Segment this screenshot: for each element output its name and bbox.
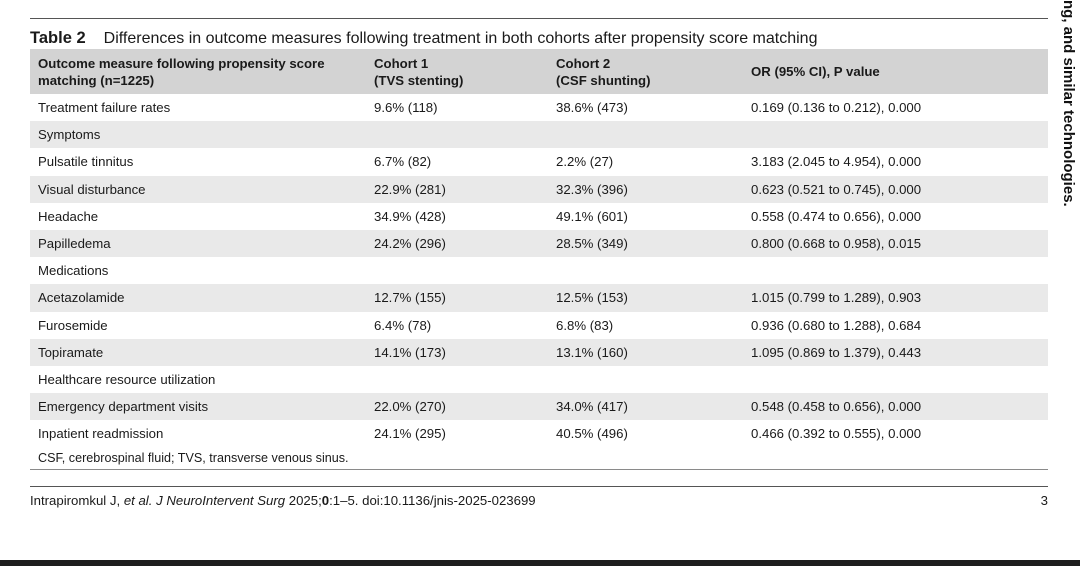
column-header-line: Outcome measure following propensity sco… <box>38 55 325 71</box>
side-margin-text: ng, and similar technologies. <box>1060 0 1077 280</box>
table-row: Furosemide 6.4% (78) 6.8% (83) 0.936 (0.680… <box>30 311 1048 339</box>
table-footnote: CSF, cerebrospinal fluid; TVS, transvers… <box>30 447 1048 471</box>
table-cell: 9.6% (118) <box>374 100 438 116</box>
page-footer: Intrapiromkul J, et al. J NeuroIntervent… <box>30 486 1048 508</box>
table-cell: 24.1% (295) <box>374 426 446 442</box>
table-cell: 1.015 (0.799 to 1.289), 0.903 <box>751 290 922 306</box>
column-header-line: (CSF shunting) <box>556 72 651 88</box>
table-cell: 22.0% (270) <box>374 399 446 415</box>
table-cell: Papilledema <box>38 236 111 252</box>
table-cell: 12.5% (153) <box>556 290 628 306</box>
table-cell: 0.466 (0.392 to 0.555), 0.000 <box>751 426 922 442</box>
table-cell: 28.5% (349) <box>556 236 628 252</box>
table-row: Emergency department visits 22.0% (270) 34… <box>30 393 1048 421</box>
table-row: Symptoms <box>30 121 1048 149</box>
table-cell <box>743 121 1048 148</box>
header-row: Outcome measure following propensity sco… <box>30 49 1048 94</box>
table-row: Healthcare resource utilization <box>30 365 1048 394</box>
table-title: Differences in outcome measures followin… <box>103 30 818 47</box>
citation-year: 2025; <box>285 493 322 508</box>
table-cell: 38.6% (473) <box>556 100 628 116</box>
table-cell: 14.1% (173) <box>374 344 446 360</box>
table-cell: 6.7% (82) <box>374 154 432 170</box>
table-row: Headache 34.9% (428) 49.1% (601) 0.558 (0.4… <box>30 202 1048 230</box>
table-row: Inpatient readmission 24.1% (295) 40.5% (4… <box>30 420 1048 448</box>
column-header-3: Cohort 2 (CSF shunting) <box>548 49 743 94</box>
table-row: Treatment failure rates 9.6% (118) 38.6% (… <box>30 94 1048 122</box>
table-body: Treatment failure rates 9.6% (118) 38.6% (… <box>30 94 1048 448</box>
table-row: Pulsatile tinnitus 6.7% (82) 2.2% (27) 3.18… <box>30 148 1048 176</box>
table-cell: 32.3% (396) <box>556 181 628 197</box>
table-cell: Pulsatile tinnitus <box>38 154 134 170</box>
column-header-4: OR (95% CI), P value <box>743 49 1048 94</box>
table-cell: 12.7% (155) <box>374 290 446 306</box>
table-cell: 34.0% (417) <box>556 399 628 415</box>
table-cell: Visual disturbance <box>38 181 146 197</box>
page-number: 3 <box>1040 493 1048 508</box>
table-top-rule <box>30 18 1048 19</box>
table-cell: 0.169 (0.136 to 0.212), 0.000 <box>751 100 922 116</box>
column-header-line: matching (n=1225) <box>38 72 155 88</box>
column-header-line: Cohort 1 <box>374 55 429 71</box>
table-cell: Furosemide <box>38 317 108 333</box>
table-cell <box>548 121 743 148</box>
table-cell: 6.4% (78) <box>374 317 432 333</box>
table-cell: Acetazolamide <box>38 290 125 306</box>
outcome-table: Outcome measure following propensity sco… <box>30 49 1048 471</box>
table-cell: 0.800 (0.668 to 0.958), 0.015 <box>751 236 922 252</box>
column-header-line: Cohort 2 <box>556 55 611 71</box>
table-cell: Medications <box>38 263 109 279</box>
table-cell: 34.9% (428) <box>374 208 446 224</box>
column-header-1: Outcome measure following propensity sco… <box>30 49 366 94</box>
table-cell: Healthcare resource utilization <box>38 371 216 387</box>
table-cell: Treatment failure rates <box>38 100 171 116</box>
table-cell: 3.183 (2.045 to 4.954), 0.000 <box>751 154 922 170</box>
table-caption: Table 2 Differences in outcome measures f… <box>30 19 1048 49</box>
table-cell: 49.1% (601) <box>556 208 628 224</box>
table-row: Medications <box>30 257 1048 285</box>
table-cell: Headache <box>38 208 99 224</box>
table-header: Outcome measure following propensity sco… <box>30 49 1048 94</box>
side-margin-label: ng, and similar technologies. <box>1060 0 1077 207</box>
table-cell: 40.5% (496) <box>556 426 628 442</box>
table-row: Papilledema 24.2% (296) 28.5% (349) 0.800 (… <box>30 229 1048 258</box>
table-cell: 13.1% (160) <box>556 344 628 360</box>
citation-etal: et al <box>123 493 149 508</box>
table-cell <box>548 257 743 284</box>
table-cell: Emergency department visits <box>38 399 209 415</box>
table-cell: Topiramate <box>38 344 104 360</box>
results-table-block: Table 2 Differences in outcome measures f… <box>30 18 1048 471</box>
table-cell: 0.936 (0.680 to 1.288), 0.684 <box>751 317 922 333</box>
table-cell <box>366 257 548 284</box>
column-header-2: Cohort 1 (TVS stenting) <box>366 49 548 94</box>
table-number: Table 2 <box>30 29 86 47</box>
table-cell: 0.623 (0.521 to 0.745), 0.000 <box>751 181 922 197</box>
citation-authors: Intrapiromkul J, <box>30 493 124 508</box>
column-header-line: (TVS stenting) <box>374 72 464 88</box>
table-cell: 24.2% (296) <box>374 236 446 252</box>
table-cell: Symptoms <box>38 127 101 143</box>
table-cell <box>743 366 1048 393</box>
citation-volume: 0 <box>321 493 330 508</box>
bottom-edge-bar <box>0 560 1080 566</box>
footnote-row: CSF, cerebrospinal fluid; TVS, transvers… <box>30 447 1048 471</box>
table-cell <box>743 257 1048 284</box>
table-cell <box>366 366 548 393</box>
table-cell: 1.095 (0.869 to 1.379), 0.443 <box>751 344 922 360</box>
table-cell <box>548 366 743 393</box>
table-cell: 0.558 (0.474 to 0.656), 0.000 <box>751 208 922 224</box>
table-row: Acetazolamide 12.7% (155) 12.5% (153) 1.015… <box>30 284 1048 312</box>
table-cell: 22.9% (281) <box>374 181 446 197</box>
table-cell: 2.2% (27) <box>556 154 614 170</box>
table-row: Visual disturbance 22.9% (281) 32.3% (396)… <box>30 175 1048 203</box>
column-header-line: OR (95% CI), P value <box>751 64 880 79</box>
citation-journal: . J NeuroIntervent Surg <box>148 493 286 508</box>
table-cell: 6.8% (83) <box>556 317 614 333</box>
table-cell: Inpatient readmission <box>38 426 164 442</box>
citation-doi: :1–5. doi:10.1136/jnis-2025-023699 <box>329 493 536 508</box>
table-cell: 0.548 (0.458 to 0.656), 0.000 <box>751 399 922 415</box>
table-row: Topiramate 14.1% (173) 13.1% (160) 1.095 (0… <box>30 338 1048 366</box>
table-cell <box>366 121 548 148</box>
citation: Intrapiromkul J, et al. J NeuroIntervent… <box>30 493 536 508</box>
